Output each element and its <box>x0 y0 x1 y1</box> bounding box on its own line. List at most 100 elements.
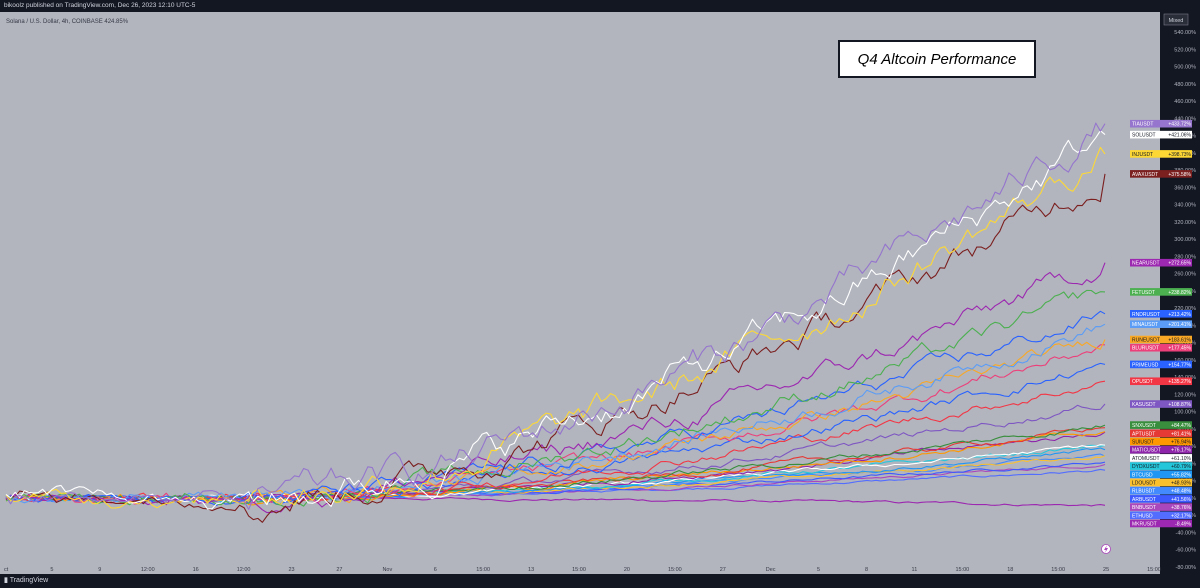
series-label-mkrusdt: MKRUSDT -8.49% <box>1130 519 1192 527</box>
series-name-badge <box>1130 360 1160 369</box>
series-label-nearusdt: NEARUSDT +272.65% <box>1130 258 1192 267</box>
x-tick-label: 27 <box>336 567 342 573</box>
y-tick-label: 180.00% <box>1174 341 1196 347</box>
series-value: +201.41% <box>1168 322 1191 328</box>
series-name: SUIUSDT <box>1132 439 1154 445</box>
series-value-badge <box>1160 445 1192 454</box>
x-tick-label: 12:00 <box>237 567 251 573</box>
series-name-badge <box>1130 150 1160 158</box>
series-line-fetusdt <box>5 289 1106 508</box>
series-value-badge <box>1160 310 1192 318</box>
series-value-badge <box>1160 470 1192 479</box>
series-lines <box>5 122 1106 523</box>
series-value-badge <box>1160 170 1192 178</box>
series-name-badge <box>1130 258 1160 267</box>
series-name: MINAUSDT <box>1132 322 1158 328</box>
y-tick-label: 520.00% <box>1174 47 1196 53</box>
series-label-rndrusdt: RNDRUSDT +213.42% <box>1130 310 1192 318</box>
series-line-minausdt <box>5 323 1106 504</box>
x-tick-label: 12:00 <box>141 567 155 573</box>
series-value: +154.77% <box>1168 362 1191 368</box>
series-name: ARBUSDT <box>1132 497 1156 503</box>
series-name-badge <box>1130 478 1160 487</box>
series-value: +41.56% <box>1171 497 1191 503</box>
y-tick-label: 460.00% <box>1174 99 1196 105</box>
series-name: RUNEUSDT <box>1132 338 1160 344</box>
series-label-opusdt: OPUSDT +135.27% <box>1130 377 1192 385</box>
x-tick-label: 6 <box>434 567 437 573</box>
series-label-minausdt: MINAUSDT +201.41% <box>1130 320 1192 328</box>
series-name: SNXUSDT <box>1132 423 1156 429</box>
series-value-badge <box>1160 377 1192 386</box>
series-label-tiausdt: TIAUSDT +433.72% <box>1130 119 1192 128</box>
series-label-kasusdt: KASUSDT +108.87% <box>1130 400 1192 408</box>
y-tick-label: 480.00% <box>1174 82 1196 88</box>
series-name-badge <box>1130 119 1160 128</box>
series-value: +108.87% <box>1168 402 1191 408</box>
series-value-badge <box>1160 320 1192 328</box>
x-tick-label: 16 <box>193 567 199 573</box>
y-tick-label: 100.00% <box>1174 410 1196 416</box>
series-value: +48.48% <box>1171 489 1191 495</box>
series-label-primeusd: PRIMEUSD +154.77% <box>1130 360 1192 369</box>
series-name-badge <box>1130 445 1160 454</box>
series-value-badge <box>1160 437 1192 446</box>
series-label-arbusdt: ARBUSDT +41.56% <box>1130 495 1192 503</box>
chart-area[interactable]: Solana / U.S. Dollar, 4h, COINBASE 424.8… <box>0 12 1200 574</box>
series-value: +81.41% <box>1171 431 1191 437</box>
x-tick-label: 5 <box>50 567 53 573</box>
lightning-icon[interactable] <box>1101 544 1111 554</box>
y-tick-label: 320.00% <box>1174 220 1196 226</box>
brand-name: TradingView <box>9 577 49 584</box>
x-tick-label: 25 <box>1103 567 1109 573</box>
series-value: +32.17% <box>1171 513 1191 519</box>
series-label-rlbusdt: RLBUSDT +48.48% <box>1130 486 1192 495</box>
x-tick-label: Nov <box>382 567 392 573</box>
x-tick-label: 15:00 <box>1147 567 1161 573</box>
performance-chart[interactable]: Solana / U.S. Dollar, 4h, COINBASE 424.8… <box>0 12 1200 574</box>
series-name: BTCUSD <box>1132 472 1153 478</box>
series-value-badge <box>1160 503 1192 511</box>
series-value-badge <box>1160 130 1192 139</box>
series-name-badge <box>1130 437 1160 446</box>
series-value: +48.93% <box>1171 480 1191 486</box>
series-name: DYDXUSDT <box>1132 464 1160 470</box>
y-tick-label: -60.00% <box>1176 548 1197 554</box>
series-name-badge <box>1130 495 1160 503</box>
series-value: +213.42% <box>1168 312 1191 318</box>
series-name: PRIMEUSD <box>1132 362 1159 368</box>
x-tick-label: 15:00 <box>1051 567 1065 573</box>
y-tick-label: 360.00% <box>1174 185 1196 191</box>
series-name: ETHUSD <box>1132 513 1153 519</box>
series-label-bnbusdt: BNBUSDT +38.76% <box>1130 503 1192 511</box>
series-name: BLURUSDT <box>1132 346 1159 352</box>
series-value: +375.58% <box>1168 172 1191 178</box>
series-value: +60.79% <box>1171 464 1191 470</box>
chart-title: Q4 Altcoin Performance <box>858 51 1017 68</box>
series-name-badge <box>1130 462 1160 470</box>
series-name-badge <box>1130 288 1160 296</box>
series-name-badge <box>1130 130 1160 139</box>
series-value-badge <box>1160 400 1192 408</box>
series-label-btcusd: BTCUSD +55.82% <box>1130 470 1192 478</box>
series-label-injusdt: INJUSDT +398.73% <box>1130 150 1192 158</box>
series-line-injusdt <box>5 146 1106 509</box>
x-tick-label: 15:00 <box>476 567 490 573</box>
series-name: MKRUSDT <box>1132 521 1157 527</box>
series-label-ldousdt: LDOUSDT +48.93% <box>1130 478 1192 487</box>
x-tick-label: Dec <box>766 567 776 573</box>
series-label-blurusdt: BLURUSDT +177.45% <box>1130 343 1192 352</box>
series-line-nearusdt <box>5 262 1106 514</box>
series-value-badge <box>1160 288 1192 296</box>
scale-mode-button[interactable]: Mixed <box>1163 13 1189 26</box>
series-name: BNBUSDT <box>1132 505 1156 511</box>
series-name: INJUSDT <box>1132 152 1153 158</box>
series-name: AVAXUSDT <box>1132 172 1158 178</box>
series-name: TIAUSDT <box>1132 122 1153 128</box>
series-name-badge <box>1130 343 1160 352</box>
series-value-badge <box>1160 360 1192 369</box>
series-line-solusdt <box>5 130 1106 510</box>
x-tick-label: 15:00 <box>668 567 682 573</box>
x-tick-label: 8 <box>865 567 868 573</box>
scale-mode-label: Mixed <box>1169 18 1184 24</box>
